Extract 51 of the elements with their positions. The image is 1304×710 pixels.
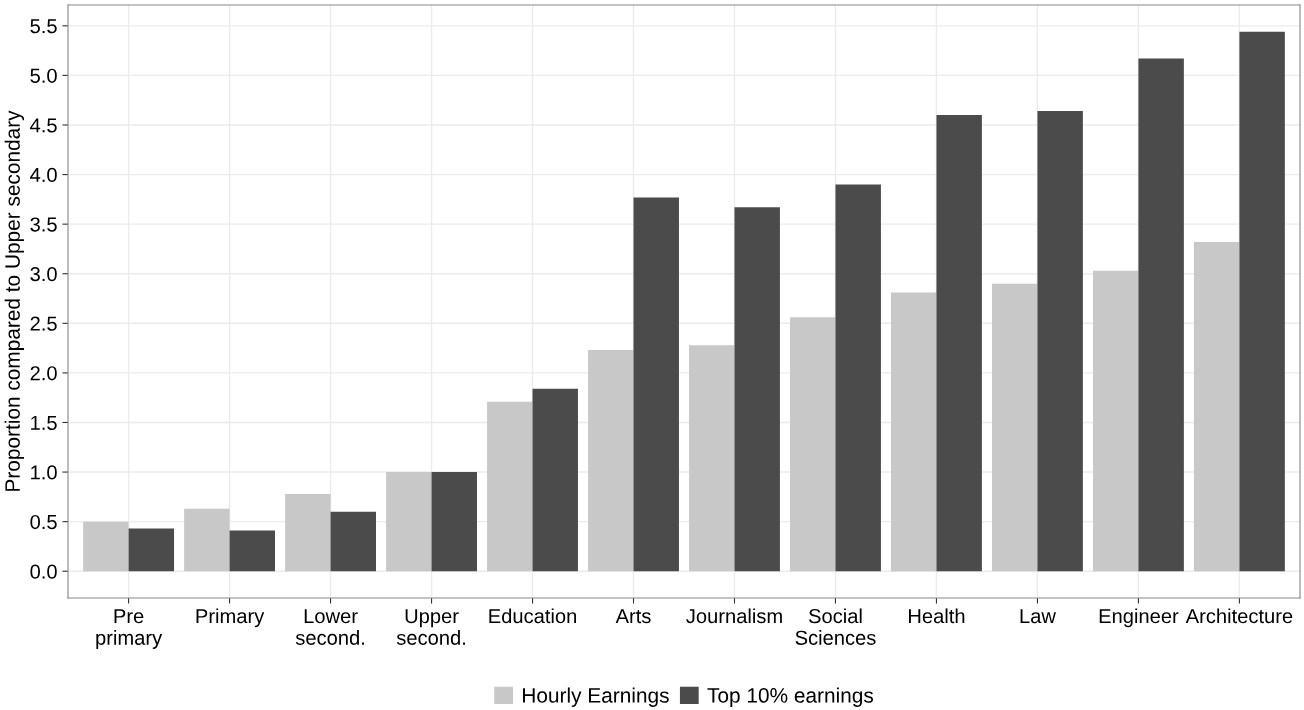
bar — [386, 472, 432, 572]
bar — [790, 317, 836, 572]
y-tick-label: 0.0 — [30, 564, 57, 579]
bar — [734, 207, 780, 572]
y-tick-label: 3.0 — [30, 266, 57, 282]
x-tick-label: Journalism — [686, 608, 782, 624]
x-tick-label: Arts — [615, 609, 651, 624]
bar — [1138, 58, 1184, 572]
y-tick-label: 0.5 — [30, 514, 57, 530]
bar — [285, 493, 331, 572]
x-tick-label: Law — [1020, 609, 1056, 624]
x-tick-label: Engineer — [1099, 608, 1179, 628]
x-tick-label: Upper second. — [396, 609, 465, 645]
bar — [992, 283, 1038, 572]
x-tick-label: Lower second. — [295, 609, 364, 645]
bar — [588, 350, 634, 572]
x-tick-label: Primary — [196, 608, 265, 628]
bar — [835, 184, 881, 572]
x-tick-label: Social Sciences — [795, 608, 876, 645]
bar — [431, 472, 477, 572]
y-tick-label: 2.5 — [30, 316, 57, 331]
bar — [128, 528, 175, 572]
bar — [229, 530, 276, 572]
bar — [891, 292, 937, 572]
bar — [532, 388, 578, 572]
y-tick-label: 1.0 — [31, 465, 57, 480]
y-tick-label: 3.5 — [30, 217, 57, 232]
y-tick-label: 2.0 — [30, 366, 57, 381]
bar — [689, 345, 735, 572]
bar — [83, 521, 129, 572]
y-tick-label: 5.0 — [30, 68, 57, 83]
y-tick-label: 1.5 — [31, 415, 57, 430]
y-tick-label: 4.0 — [30, 167, 57, 183]
y-tick-label: 5.5 — [30, 19, 57, 34]
x-tick-label: Education — [489, 608, 577, 624]
bar — [184, 508, 230, 572]
bar — [936, 115, 982, 572]
x-tick-label: Health — [909, 608, 965, 624]
x-tick-label: Pre primary — [96, 609, 163, 649]
bar — [330, 511, 376, 572]
bar — [633, 197, 679, 572]
y-axis-title: Proportion compared to Upper secondary — [4, 110, 25, 491]
bar — [487, 401, 533, 572]
legend-label: Top 10% earnings — [707, 687, 874, 707]
y-tick-label: 4.5 — [30, 118, 57, 133]
bar — [1037, 111, 1083, 572]
bar — [1239, 31, 1285, 572]
bar — [1092, 270, 1139, 572]
x-tick-label: Architecture — [1185, 608, 1293, 624]
legend-label: Hourly Earnings — [523, 687, 669, 707]
bar — [1193, 242, 1240, 572]
